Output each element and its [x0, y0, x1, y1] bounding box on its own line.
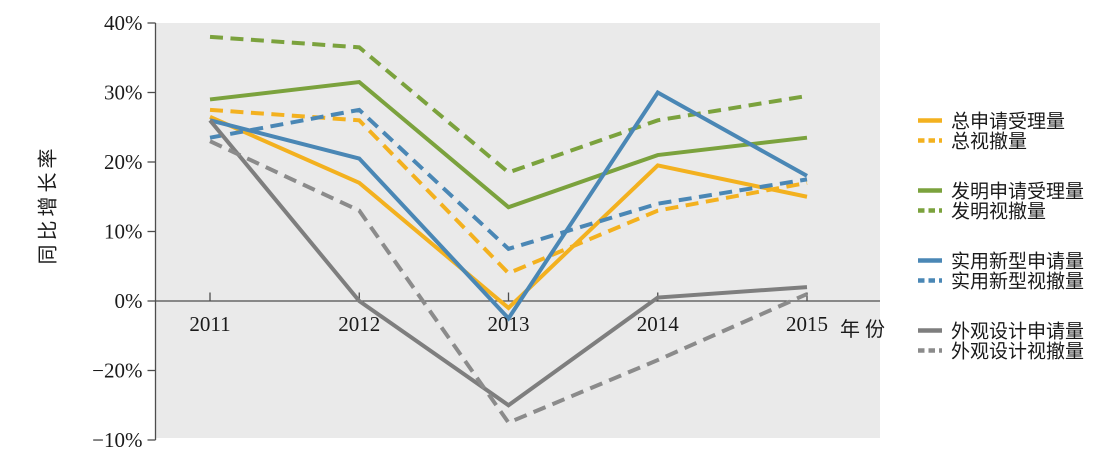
axis-tick-labels: 40% 30% 20% 10% 0% −20% −10% 2011 2012 2013 2014 20…: [92, 11, 828, 452]
legend-item: 发明视撤量: [918, 201, 1046, 223]
y-tick-label: −10%: [92, 428, 142, 452]
series-line-4: [209, 89, 808, 322]
legend-item: 总视撤量: [918, 131, 1027, 153]
legend-item: 总申请受理量: [918, 111, 1065, 133]
series-line-1: [209, 107, 808, 276]
series-line-7: [209, 139, 808, 426]
x-axis-title: 年份: [840, 319, 890, 341]
legend: 总申请受理量总视撤量发明申请受理量发明视撤量实用新型申请量实用新型视撤量外观设计…: [918, 111, 1084, 363]
series-line-5: [209, 107, 808, 252]
legend-item: 外观设计视撤量: [918, 341, 1084, 363]
series-line-0: [209, 114, 808, 311]
y-tick-label: −20%: [92, 359, 142, 383]
y-tick-label: 30%: [104, 81, 143, 105]
legend-label: 总申请受理量: [951, 111, 1065, 133]
legend-label: 总视撤量: [951, 131, 1027, 153]
y-tick-label: 40%: [104, 11, 143, 35]
legend-label: 实用新型申请量: [951, 251, 1084, 273]
legend-label: 实用新型视撤量: [951, 271, 1084, 293]
y-tick-label: 0%: [115, 289, 143, 313]
plot-area: [155, 23, 880, 438]
series-lines: [208, 34, 808, 426]
series-line-2: [209, 79, 808, 210]
legend-item: 实用新型申请量: [918, 251, 1084, 273]
y-tick-label: 10%: [104, 220, 143, 244]
legend-label: 外观设计申请量: [951, 321, 1084, 343]
x-tick-label: 2015: [786, 312, 828, 336]
y-axis-title: 同比增长率: [37, 144, 60, 265]
x-tick-label: 2013: [488, 312, 530, 336]
legend-label: 发明申请受理量: [951, 181, 1084, 203]
legend-label: 发明视撤量: [951, 201, 1046, 223]
y-tick-label: 20%: [104, 150, 143, 174]
legend-label: 外观设计视撤量: [951, 341, 1084, 363]
series-line-6: [208, 119, 808, 408]
plot-background: [155, 23, 880, 438]
x-tick-label: 2011: [189, 312, 230, 336]
x-tick-label: 2012: [338, 312, 380, 336]
legend-item: 实用新型视撤量: [918, 271, 1084, 293]
x-tick-label: 2014: [637, 312, 680, 336]
legend-item: 发明申请受理量: [918, 181, 1084, 203]
legend-item: 外观设计申请量: [918, 321, 1084, 343]
